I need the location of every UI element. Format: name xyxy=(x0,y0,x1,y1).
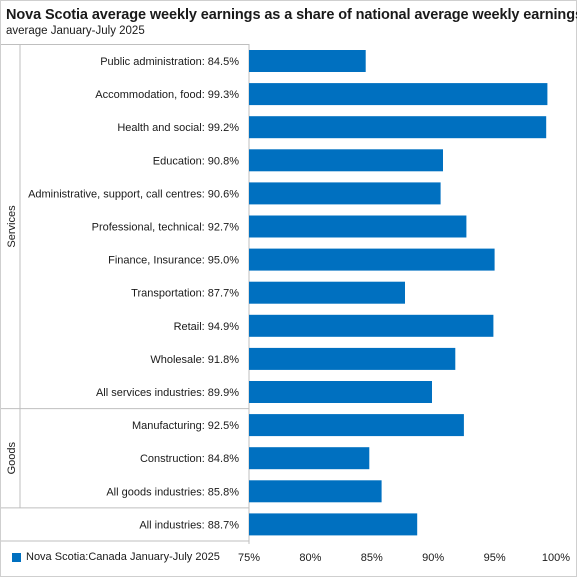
category-label: Finance, Insurance: 95.0% xyxy=(108,255,239,267)
bar xyxy=(249,50,366,72)
bar xyxy=(249,215,467,238)
bar xyxy=(249,116,547,139)
bar xyxy=(249,381,432,403)
category-label: All services industries: 89.9% xyxy=(96,387,239,399)
bar xyxy=(249,83,548,106)
category-label: Construction: 84.8% xyxy=(140,453,239,465)
bar xyxy=(249,248,495,271)
category-label: Public administration: 84.5% xyxy=(100,56,239,68)
category-label: Education: 90.8% xyxy=(153,155,239,167)
category-label: Professional, technical: 92.7% xyxy=(92,222,240,234)
bar xyxy=(249,414,464,437)
x-tick-label: 75% xyxy=(238,552,260,564)
category-label: Administrative, support, call centres: 9… xyxy=(28,188,239,200)
category-label: Transportation: 87.7% xyxy=(131,288,239,300)
group-label: Services xyxy=(6,205,18,248)
category-label: All goods industries: 85.8% xyxy=(106,486,239,498)
category-label: Accommodation, food: 99.3% xyxy=(95,89,239,101)
legend-swatch xyxy=(12,552,21,562)
bar xyxy=(249,314,494,337)
category-label: Health and social: 99.2% xyxy=(117,122,239,134)
x-tick-label: 100% xyxy=(542,552,570,564)
bar xyxy=(249,480,382,503)
bar xyxy=(249,347,456,370)
category-label: Manufacturing: 92.5% xyxy=(132,420,239,432)
x-tick-label: 95% xyxy=(484,552,506,564)
chart-subtitle: average January-July 2025 xyxy=(6,25,145,37)
category-label: Retail: 94.9% xyxy=(174,321,240,333)
bar xyxy=(249,182,441,205)
group-label: Goods xyxy=(6,442,18,475)
x-tick-label: 90% xyxy=(422,552,444,564)
bar xyxy=(249,149,443,172)
legend-label: Nova Scotia:Canada January-July 2025 xyxy=(26,551,220,563)
x-tick-label: 85% xyxy=(361,552,383,564)
chart-legend: Nova Scotia:Canada January-July 2025 xyxy=(12,551,220,563)
x-tick-label: 80% xyxy=(299,552,321,564)
bar xyxy=(249,513,418,536)
bar xyxy=(249,447,370,470)
bar xyxy=(249,281,405,304)
chart-title: Nova Scotia average weekly earnings as a… xyxy=(6,7,577,23)
category-label: All industries: 88.7% xyxy=(139,519,239,531)
category-label: Wholesale: 91.8% xyxy=(150,354,239,366)
